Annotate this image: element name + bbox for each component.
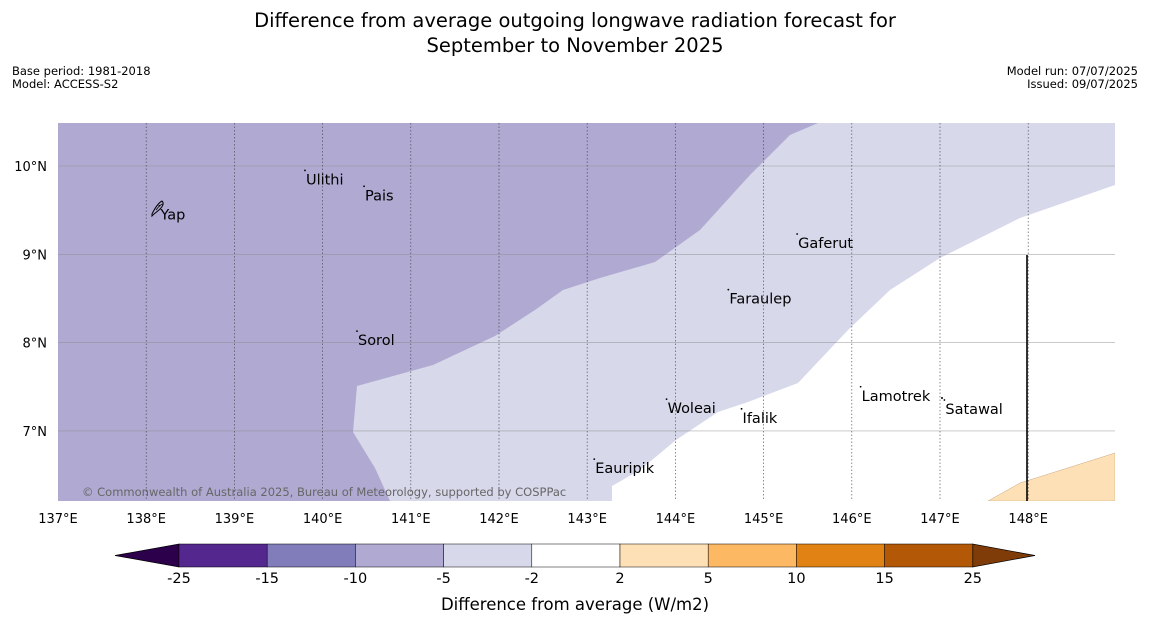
lat-tick-label: 9°N <box>23 248 48 263</box>
place-label: Ifalik <box>743 411 778 427</box>
yap-island-outline <box>151 200 164 218</box>
info-right: Model run: 07/07/2025 Issued: 09/07/2025 <box>1007 65 1138 91</box>
place-label: Yap <box>159 208 185 224</box>
longitude-gridlines <box>145 123 1029 501</box>
colorbar-segment <box>884 543 974 568</box>
colorbar-tick-label: -25 <box>167 571 191 587</box>
place-marker <box>158 204 161 207</box>
lat-tick-label: 10°N <box>14 160 47 175</box>
colorbar-segment <box>707 543 797 568</box>
region-below-average <box>58 123 818 501</box>
place-label: Gaferut <box>798 236 853 252</box>
colorbar-extend-high <box>972 543 1036 568</box>
place-label: Woleai <box>668 401 716 417</box>
colorbar-tick-label: 10 <box>787 571 805 587</box>
place-labels: Ulithi Pais Yap Gaferut Faraulep Sorol Lamotre… <box>158 169 1003 477</box>
place-label: Pais <box>365 188 394 204</box>
lon-tick-label: 141°E <box>391 512 431 527</box>
longitude-tick-labels: 137°E 138°E 139°E 140°E 141°E 142°E 143°E 144°E… <box>38 512 1048 527</box>
colorbar-tick-label: -2 <box>525 571 539 587</box>
place-marker <box>859 385 862 388</box>
place-label: Sorol <box>358 333 395 349</box>
colorbar-segment <box>355 543 444 568</box>
info-left: Base period: 1981-2018 Model: ACCESS-S2 <box>12 65 151 91</box>
colorbar-tick-label: -10 <box>344 571 368 587</box>
copyright-notice: © Commonwealth of Australia 2025, Bureau… <box>82 485 566 499</box>
place-marker <box>796 233 799 235</box>
model-run: Model run: 07/07/2025 <box>1006 64 1138 78</box>
place-marker <box>665 398 668 401</box>
lon-tick-label: 137°E <box>38 512 78 527</box>
lon-tick-label: 146°E <box>832 512 872 527</box>
place-marker <box>727 288 730 291</box>
colorbar-legend: -25 -15 -10 -5 -2 2 5 10 15 25 <box>114 543 1036 587</box>
base-period: Base period: 1981-2018 <box>12 64 151 78</box>
region-above-average <box>987 452 1115 501</box>
latitude-tick-labels: 10°N 9°N 8°N 7°N <box>14 160 47 440</box>
place-marker <box>740 407 743 410</box>
issued-date: Issued: 09/07/2025 <box>1027 77 1138 91</box>
lat-tick-label: 7°N <box>23 425 48 440</box>
place-label: Satawal <box>945 402 1002 418</box>
place-marker <box>363 185 365 188</box>
colorbar-segment <box>443 543 533 568</box>
colorbar-segment <box>619 543 709 568</box>
colorbar-label: Difference from average (W/m2) <box>441 595 709 614</box>
lon-tick-label: 145°E <box>744 512 784 527</box>
lon-tick-label: 142°E <box>479 512 519 527</box>
colorbar-tick-label: -15 <box>255 571 279 587</box>
map-fill-regions <box>58 123 1115 501</box>
colorbar-segment <box>266 543 356 568</box>
title-line-2: September to November 2025 <box>426 34 724 57</box>
place-marker <box>356 330 358 333</box>
place-marker <box>304 169 306 172</box>
chart-title: Difference from average outgoing longwav… <box>0 8 1150 58</box>
island-dot <box>941 397 943 399</box>
lon-tick-label: 143°E <box>567 512 607 527</box>
lat-tick-label: 8°N <box>23 337 48 352</box>
place-label: Ulithi <box>306 172 344 188</box>
model-name: Model: ACCESS-S2 <box>12 77 119 91</box>
lon-tick-label: 140°E <box>303 512 343 527</box>
place-label: Faraulep <box>729 292 791 308</box>
colorbar-extend-low <box>114 543 180 568</box>
place-marker <box>943 399 946 401</box>
colorbar-segment <box>531 543 621 568</box>
place-marker <box>593 458 596 461</box>
colorbar-tick-label: 5 <box>704 571 713 587</box>
colorbar-segment <box>178 543 268 568</box>
colorbar-tick-label: 15 <box>875 571 893 587</box>
lon-tick-label: 147°E <box>920 512 960 527</box>
lon-tick-label: 138°E <box>126 512 166 527</box>
place-label: Eauripik <box>595 461 654 477</box>
colorbar-tick-label: 25 <box>964 571 982 587</box>
colorbar-segment <box>796 543 885 568</box>
colorbar-tick-label: 2 <box>615 571 624 587</box>
title-line-1: Difference from average outgoing longwav… <box>254 9 896 32</box>
lon-tick-label: 148°E <box>1008 512 1048 527</box>
colorbar-tick-label: -5 <box>436 571 450 587</box>
lon-tick-label: 139°E <box>215 512 255 527</box>
place-label: Lamotrek <box>862 389 931 405</box>
lon-tick-label: 144°E <box>656 512 696 527</box>
